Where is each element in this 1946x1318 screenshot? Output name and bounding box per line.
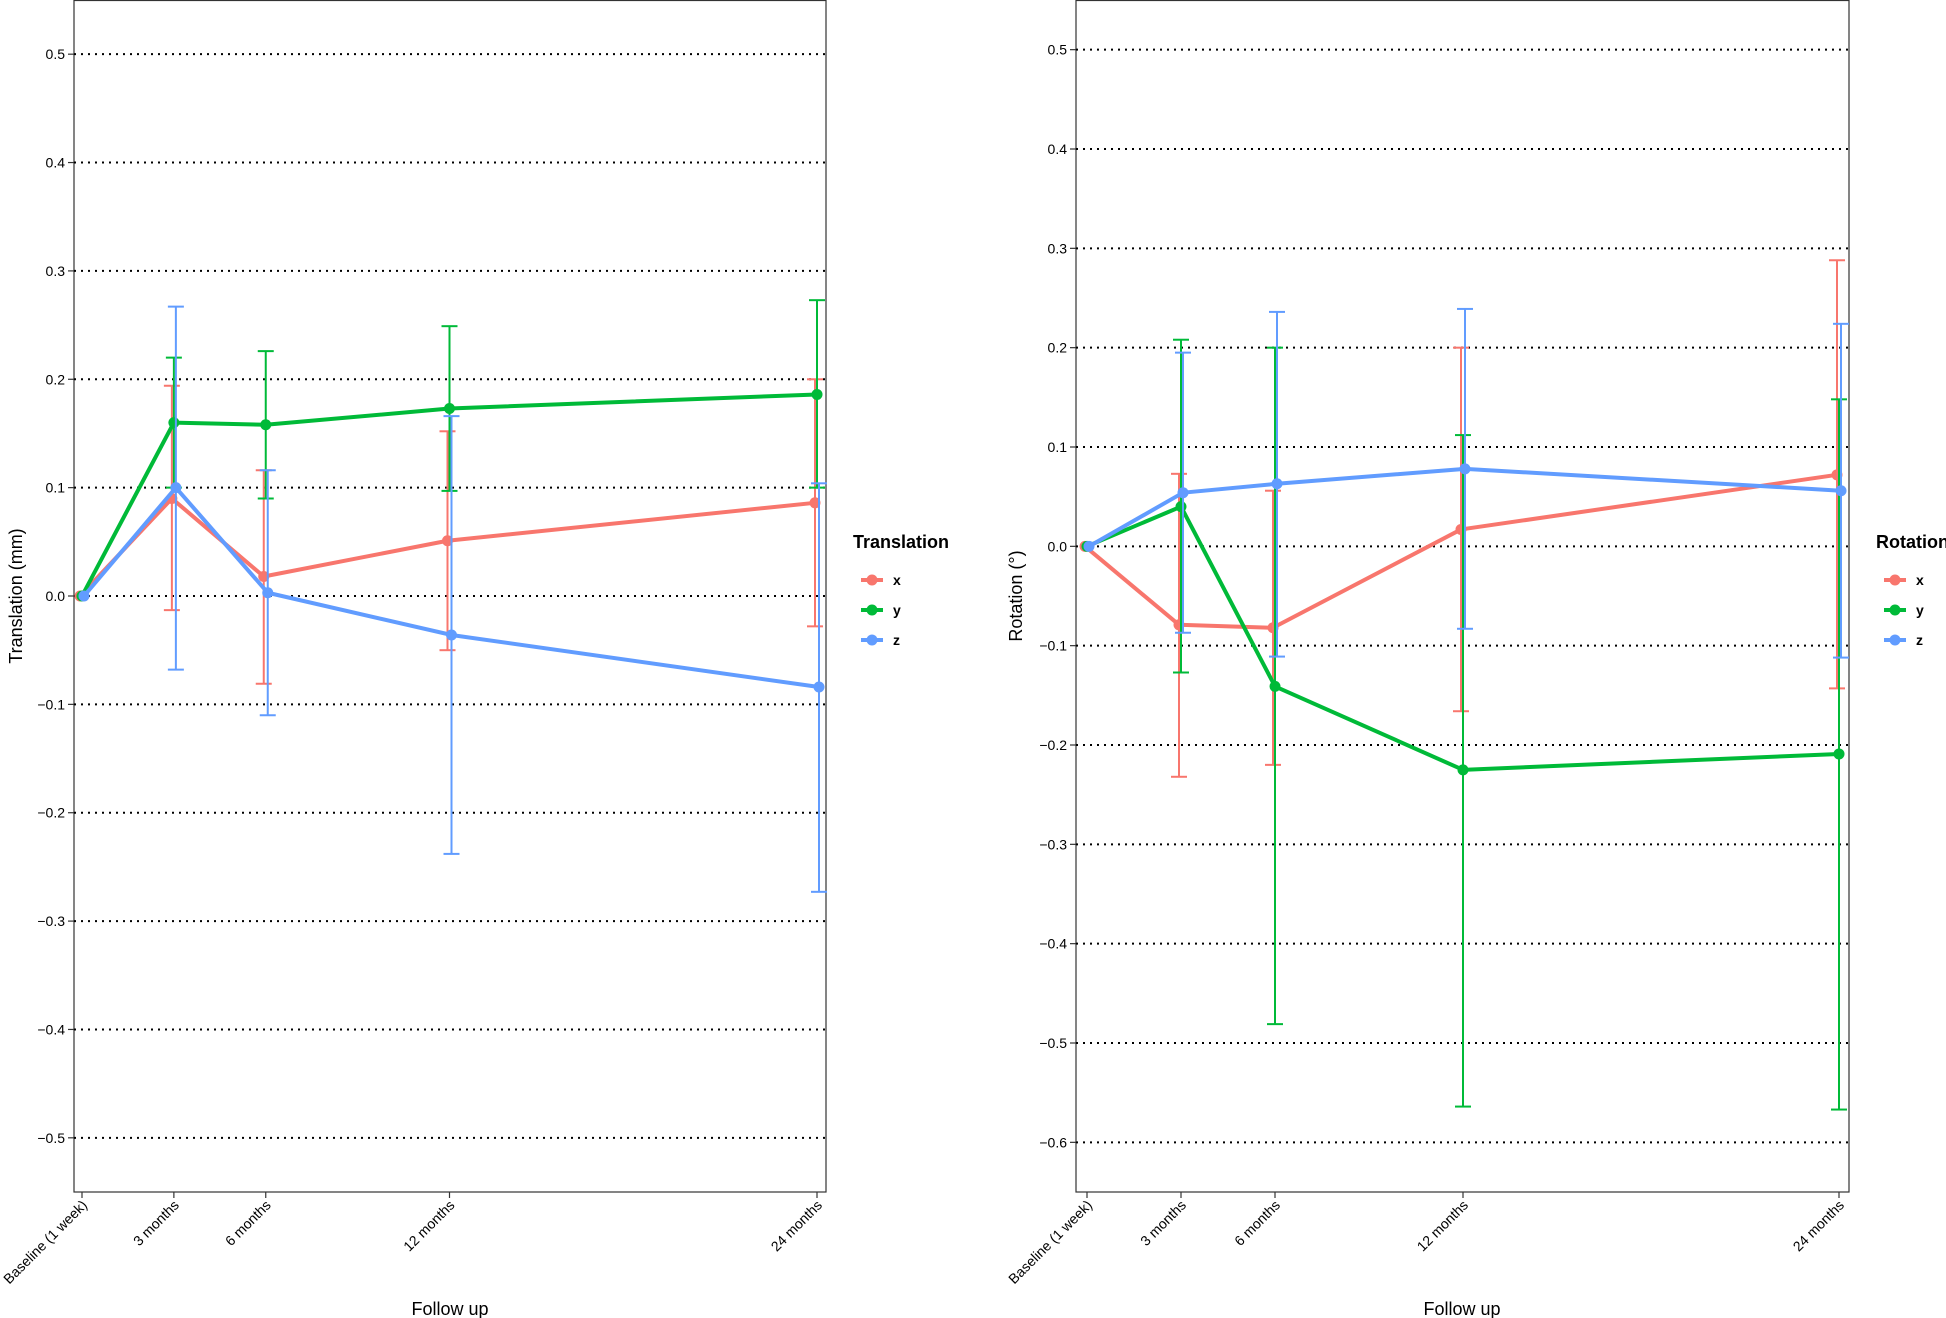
- y-tick-label: 0.2: [1048, 340, 1068, 356]
- translation-panel: −0.5 −0.4 −0.3 −0.2 −0.1 0.0 0.1 0.2 0.3 0.4 0.5 Ba…: [0, 0, 949, 1318]
- legend-title: Translation: [853, 532, 949, 552]
- y-tick-label: −0.3: [1039, 836, 1067, 852]
- rotation-panel: −0.6 −0.5 −0.4 −0.3 −0.2 −0.1 0.0 0.1 0.2 0.3 0.4 0…: [1005, 0, 1946, 1318]
- y-tick-label: −0.3: [37, 913, 65, 929]
- x-tick-label: 3 months: [1137, 1197, 1189, 1249]
- data-point: [78, 590, 90, 602]
- y-tick-label: −0.6: [1039, 1134, 1067, 1150]
- data-point: [1271, 478, 1283, 490]
- y-tick-label: 0.4: [46, 155, 66, 171]
- x-tick-label: Baseline (1 week): [0, 1197, 90, 1287]
- data-point: [1175, 501, 1187, 513]
- x-tick-label: 12 months: [1414, 1197, 1472, 1255]
- series-z: [78, 305, 827, 893]
- data-point: [809, 497, 821, 509]
- legend-label: x: [893, 572, 901, 588]
- data-point: [260, 419, 272, 431]
- y-tick-label: −0.4: [1039, 936, 1067, 952]
- legend-key-point: [1889, 604, 1901, 616]
- y-tick-label: −0.1: [37, 696, 65, 712]
- data-point: [444, 403, 455, 415]
- data-point: [1457, 764, 1469, 776]
- data-point: [170, 482, 182, 494]
- y-tick-label: 0.2: [46, 371, 66, 387]
- x-axis-title: Follow up: [1423, 1299, 1500, 1318]
- legend-key-point: [866, 634, 878, 646]
- data-point: [442, 535, 453, 547]
- data-point: [258, 570, 270, 582]
- data-point: [1459, 463, 1471, 475]
- y-tick-label: 0.4: [1048, 141, 1068, 157]
- x-tick-label: 6 months: [1231, 1197, 1283, 1249]
- legend-label: y: [1916, 602, 1924, 618]
- data-point: [813, 681, 825, 693]
- y-tick-label: −0.5: [1039, 1035, 1067, 1051]
- data-point: [262, 587, 274, 599]
- legend: Translation xyz: [853, 532, 949, 648]
- x-axis-title: Follow up: [411, 1299, 488, 1318]
- data-point: [1833, 748, 1845, 760]
- data-point: [1269, 680, 1281, 692]
- y-tick-label: 0.5: [1048, 42, 1068, 58]
- y-axis-title: Translation (mm): [6, 528, 26, 663]
- legend: Rotation xyz: [1876, 532, 1946, 648]
- y-tick-label: −0.2: [1039, 737, 1067, 753]
- data-point: [1835, 485, 1847, 497]
- x-tick-label: Baseline (1 week): [1005, 1197, 1095, 1287]
- x-tick-label: 12 months: [400, 1197, 458, 1255]
- y-axis-title: Rotation (°): [1006, 550, 1026, 641]
- y-tick-label: 0.0: [46, 588, 66, 604]
- series-y: [76, 299, 825, 602]
- legend-key-point: [1889, 574, 1901, 586]
- legend-title: Rotation: [1876, 532, 1946, 552]
- y-tick-label: 0.3: [1048, 240, 1068, 256]
- data-point: [1083, 540, 1095, 552]
- y-tick-label: −0.5: [37, 1130, 65, 1146]
- data-point: [1177, 487, 1189, 499]
- legend-label: z: [893, 632, 900, 648]
- y-tick-label: −0.2: [37, 805, 65, 821]
- legend-key-point: [1889, 634, 1901, 646]
- data-point: [811, 388, 823, 400]
- legend-label: z: [1916, 632, 1923, 648]
- y-tick-label: −0.1: [1039, 638, 1067, 654]
- legend-key-point: [866, 604, 878, 616]
- x-tick-label: 24 months: [1790, 1197, 1848, 1255]
- series-z: [1083, 307, 1849, 659]
- data-point: [446, 629, 457, 641]
- x-tick-label: 24 months: [768, 1197, 826, 1255]
- y-tick-label: −0.4: [37, 1021, 65, 1037]
- y-tick-label: 0.1: [1048, 439, 1068, 455]
- legend-label: x: [1916, 572, 1924, 588]
- y-tick-label: 0.1: [46, 480, 66, 496]
- x-tick-label: 6 months: [222, 1197, 274, 1249]
- data-point: [168, 417, 180, 429]
- legend-key-point: [866, 574, 878, 586]
- x-tick-label: 3 months: [130, 1197, 182, 1249]
- y-tick-label: 0.0: [1048, 538, 1068, 554]
- legend-label: y: [893, 602, 901, 618]
- y-tick-label: 0.3: [46, 263, 66, 279]
- y-tick-label: 0.5: [46, 46, 66, 62]
